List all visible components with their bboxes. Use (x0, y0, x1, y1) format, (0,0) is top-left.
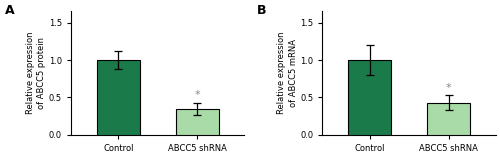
Text: B: B (256, 4, 266, 17)
Y-axis label: Relative expression
of ABCC5 protein: Relative expression of ABCC5 protein (26, 32, 46, 114)
Bar (427, 103, 470, 135)
Text: A: A (5, 4, 15, 17)
Bar (176, 109, 219, 135)
Text: *: * (194, 90, 200, 100)
Bar (348, 60, 392, 135)
Text: *: * (446, 83, 452, 93)
Y-axis label: Relative expression
of ABCC5 mRNA: Relative expression of ABCC5 mRNA (278, 32, 297, 114)
Bar (96, 60, 140, 135)
